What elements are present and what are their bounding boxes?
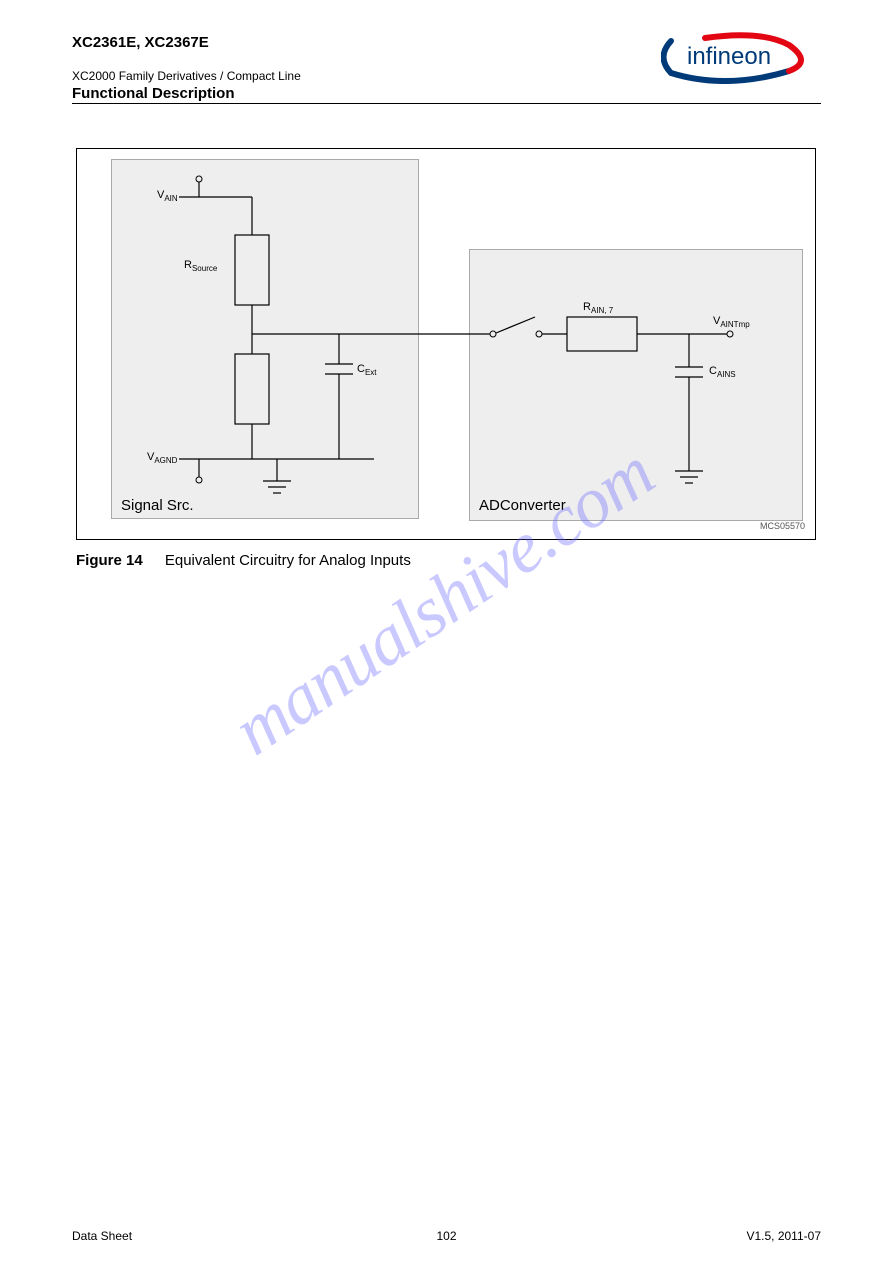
- label-cains: CAINS: [709, 365, 736, 379]
- label-adc: ADConverter: [479, 497, 566, 514]
- footer-right: V1.5, 2011-07: [746, 1229, 821, 1243]
- label-vain: VAIN: [157, 189, 178, 203]
- figure-box: Signal Src. ADConverter VAIN RSource VAG…: [76, 148, 816, 540]
- chapter-name: Functional Description: [72, 85, 301, 102]
- circuit-diagram: [77, 149, 817, 541]
- footer-page-number: 102: [436, 1229, 456, 1243]
- label-vagnd: VAGND: [147, 451, 177, 465]
- product-name: XC2361E, XC2367E: [72, 34, 301, 51]
- label-rsource: RSource: [184, 259, 217, 273]
- label-cext: CExt: [357, 363, 377, 377]
- svg-text:infineon: infineon: [687, 43, 771, 70]
- figure-caption: Figure 14 Equivalent Circuitry for Analo…: [76, 552, 411, 569]
- label-rain: RAIN, 7: [583, 301, 613, 315]
- label-vaintmp: VAINTmp: [713, 315, 750, 329]
- chapter-group: XC2000 Family Derivatives / Compact Line: [72, 69, 301, 83]
- figure-number: Figure 14: [76, 552, 143, 569]
- page-header: XC2361E, XC2367E XC2000 Family Derivativ…: [72, 34, 821, 104]
- footer-left: Data Sheet: [72, 1229, 132, 1243]
- figure-footnote: MCS05570: [760, 521, 805, 531]
- figure-caption-text: Equivalent Circuitry for Analog Inputs: [165, 552, 411, 569]
- infineon-logo: infineon: [661, 26, 821, 89]
- header-text: XC2361E, XC2367E XC2000 Family Derivativ…: [72, 34, 301, 102]
- label-signal-src: Signal Src.: [121, 497, 194, 514]
